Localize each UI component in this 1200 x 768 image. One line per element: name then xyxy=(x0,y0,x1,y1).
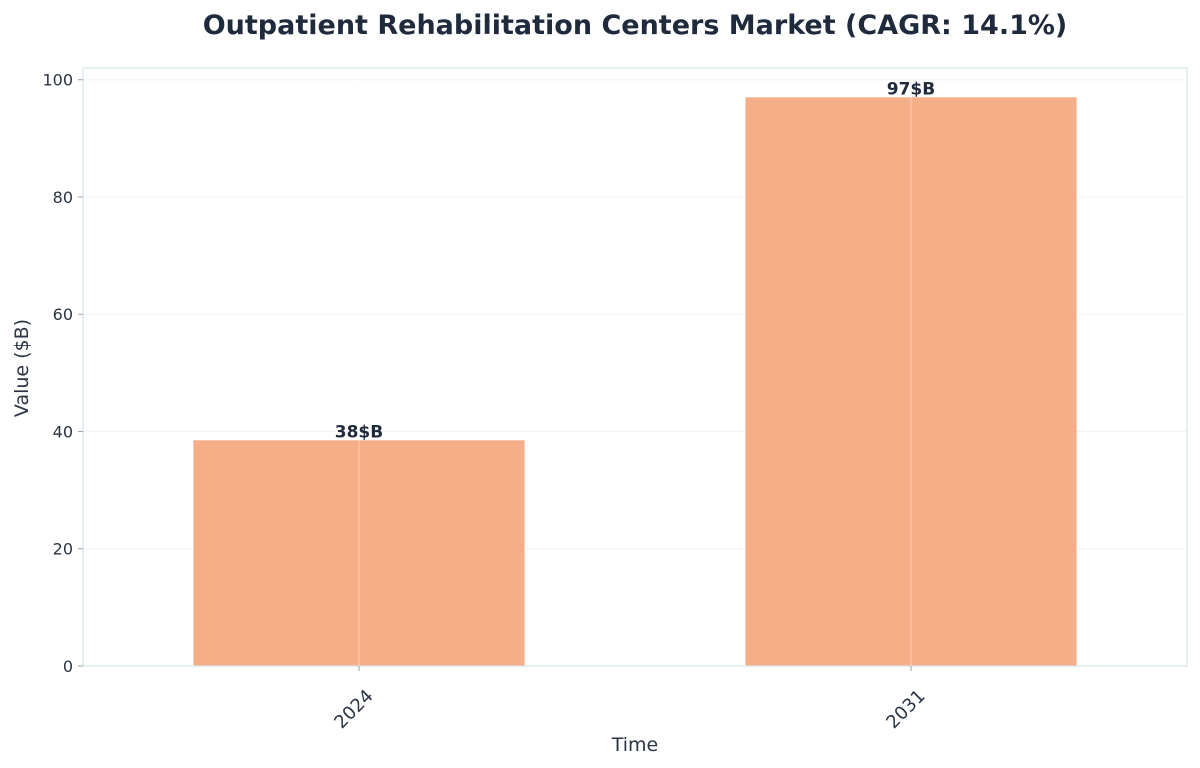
x-axis-label: Time xyxy=(611,734,659,756)
y-tick-label: 40 xyxy=(53,422,73,441)
y-tick-label: 20 xyxy=(53,540,73,559)
y-tick-label: 60 xyxy=(53,305,73,324)
x-tick-label: 2024 xyxy=(330,686,377,733)
x-tick-label: 2031 xyxy=(882,686,929,733)
y-tick-label: 100 xyxy=(42,71,73,90)
data-label: 97$B xyxy=(887,79,935,99)
data-label: 38$B xyxy=(335,422,383,442)
bar-2031 xyxy=(745,97,1077,667)
y-tick-label: 0 xyxy=(63,657,73,676)
bar-2024 xyxy=(193,440,525,666)
y-axis-label: Value ($B) xyxy=(11,319,33,417)
plot-area: 0 20 40 60 80 100 2024 2031 38$B 97$B xyxy=(42,67,1188,733)
plot-frame xyxy=(82,67,1188,667)
y-tick-label: 80 xyxy=(53,188,73,207)
chart-title: Outpatient Rehabilitation Centers Market… xyxy=(203,10,1068,41)
